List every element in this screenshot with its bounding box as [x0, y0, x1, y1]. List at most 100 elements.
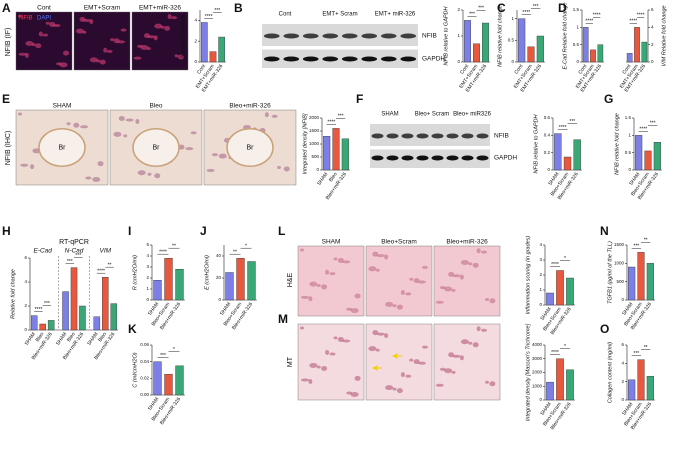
y-tick-label: 0.5: [573, 42, 580, 47]
y-tick-label: 0.5: [625, 150, 632, 155]
bar: [164, 258, 173, 301]
blot-band: [401, 155, 414, 161]
tissue-texture: [485, 297, 490, 301]
y-tick-label: 0.6: [544, 115, 551, 120]
tissue-texture: [422, 265, 429, 269]
y-tick-label: 500: [616, 279, 624, 284]
panel-letter: D: [558, 1, 567, 15]
y-tick-label: 0: [628, 167, 631, 172]
sig-label: **: [644, 238, 648, 244]
bronchus: [38, 128, 86, 167]
bar: [482, 22, 489, 63]
bar: [556, 358, 564, 401]
tissue-texture: [125, 118, 134, 122]
tissue-texture: [133, 56, 142, 60]
tissue-texture: [333, 336, 338, 340]
micrograph: [433, 245, 501, 317]
sig-label: ***: [67, 259, 73, 265]
lane-label: EMT+ Scram: [322, 12, 357, 18]
y-tick-label: 0: [457, 59, 460, 64]
y-tick-label: 0: [24, 327, 27, 332]
bar: [473, 43, 480, 63]
panel-letter: A: [2, 1, 11, 15]
bar: [323, 135, 331, 171]
bar: [554, 133, 562, 171]
tissue-texture: [18, 14, 22, 18]
x-tick-label: Cont: [196, 63, 207, 76]
tissue-texture: [476, 248, 481, 254]
y-tick-label: 1: [457, 33, 460, 38]
sig-label: *: [173, 347, 175, 353]
tissue-texture: [300, 248, 304, 252]
blot-band: [361, 56, 378, 62]
blot-strip: [370, 149, 490, 168]
y-tick-label: 0: [547, 167, 550, 172]
sig-label: ***: [569, 119, 575, 125]
bar: [646, 263, 654, 301]
tissue-texture: [300, 378, 309, 382]
y-tick-label: 6: [621, 342, 624, 347]
y-tick-label: 0.2: [544, 150, 551, 155]
panel-letter: M: [278, 312, 288, 326]
tissue-texture: [154, 23, 163, 29]
panel-letter: J: [200, 224, 207, 238]
y-axis-label: TGFB1 (pg/ml of the TLL): [607, 241, 613, 304]
y-axis-label: R (cmH2O/ml): [132, 255, 138, 290]
y-tick-label: 2: [194, 38, 197, 43]
y-tick-label: 4: [621, 361, 624, 366]
y-tick-label: 1000: [614, 261, 625, 266]
image-label: SHAM: [53, 103, 72, 110]
y-tick-label: 0: [218, 297, 221, 302]
blot-band: [416, 133, 429, 139]
bar: [79, 305, 86, 331]
bar: [201, 22, 208, 63]
bar: [653, 142, 661, 171]
band-label: GAPDH: [494, 155, 517, 162]
blot-band: [431, 155, 444, 161]
x-tick-label: Cont: [459, 63, 470, 76]
y-tick-label: 0: [539, 397, 542, 402]
tissue-texture: [418, 361, 427, 365]
tissue-texture: [211, 153, 218, 157]
image-label: Bleo+miR-326: [229, 103, 271, 110]
y-tick-label: 4: [194, 18, 197, 23]
sig-label: ***: [44, 301, 50, 307]
blot-band: [446, 133, 459, 139]
y-axis-label: E-Cad Relative fold change: [562, 3, 568, 70]
bar: [626, 53, 633, 63]
y-tick-label: 1: [628, 133, 631, 138]
tissue-texture: [375, 268, 380, 272]
sig-label: ***: [478, 6, 484, 12]
bar: [175, 365, 184, 396]
y-tick-label: 0: [621, 397, 624, 402]
tissue-texture: [321, 365, 328, 371]
sig-label: ***: [650, 121, 656, 127]
blot-band: [431, 133, 444, 139]
panel-letter: L: [278, 224, 285, 238]
blot-band: [446, 155, 459, 161]
tissue-texture: [385, 385, 394, 391]
y-axis-label: NFIB relative to GAPDH: [533, 114, 539, 173]
tissue-texture: [42, 33, 49, 37]
image-label: Cont: [37, 5, 51, 12]
y-tick-label: 2: [651, 42, 654, 47]
tissue-texture: [325, 349, 330, 355]
bar: [332, 128, 340, 171]
y-tick-label: 2: [539, 272, 542, 277]
blot-band: [302, 33, 319, 39]
side-label: H&E: [287, 272, 294, 287]
blot-band: [401, 133, 414, 139]
tissue-texture: [85, 176, 92, 180]
lane-label: SHAM: [381, 112, 398, 118]
x-tick-label: Bleo: [35, 331, 46, 343]
tissue-texture: [45, 21, 50, 25]
tissue-texture: [448, 271, 455, 277]
tissue-texture: [409, 277, 414, 281]
tissue-texture: [178, 144, 185, 150]
sig-label: ****: [551, 350, 559, 356]
bar: [597, 44, 604, 63]
y-axis-label: Integrated density: [180, 13, 186, 58]
y-tick-label: 0.06: [140, 342, 149, 347]
lane-label: Bleo+ miR326: [453, 112, 492, 118]
blot-strip: [262, 24, 418, 46]
